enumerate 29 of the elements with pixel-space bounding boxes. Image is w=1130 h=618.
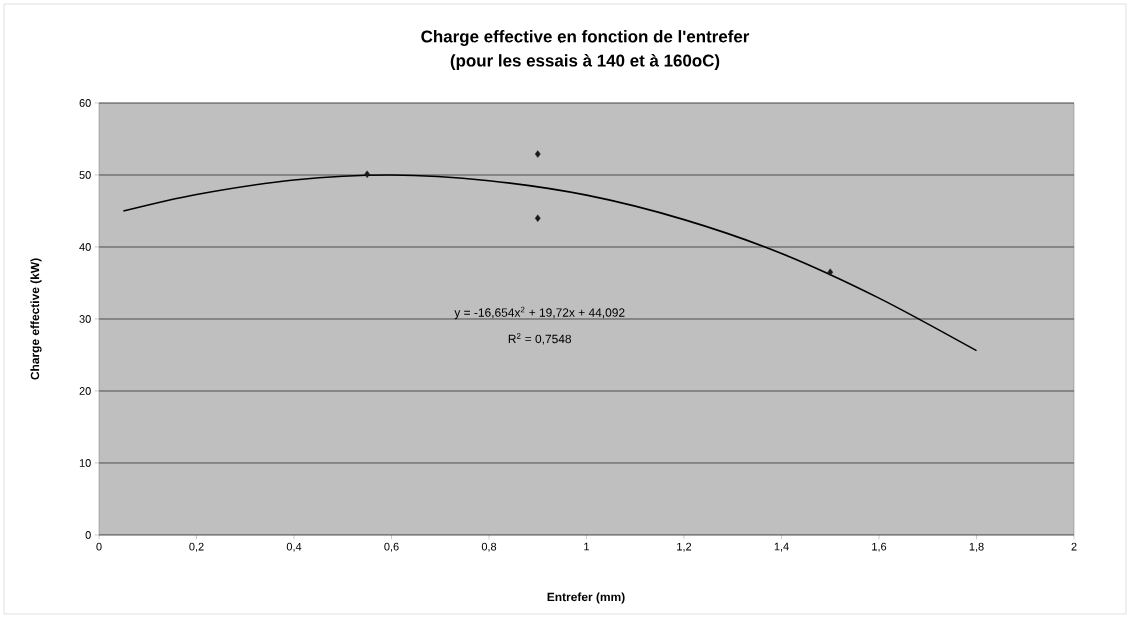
point [534, 214, 541, 222]
y-tick-label: 30 [79, 315, 91, 323]
point [534, 150, 541, 158]
y-tick-label: 40 [79, 243, 91, 251]
x-tick-label: 1,6 [872, 542, 887, 552]
chart-title: Charge effective en fonction de l'entrefer [421, 30, 750, 46]
annotation: y = -16,654x$^{2}$ + 19,72x + 44,092 [454, 306, 625, 320]
x-tick-label: 1,4 [774, 542, 789, 552]
line-series [122, 174, 978, 352]
y-tick-label: 60 [79, 99, 91, 107]
x-axis-title: Entrefer (mm) [547, 592, 625, 604]
x-tick-label: 1 [584, 542, 590, 551]
y-axis-title: Charge effective (kW) [30, 258, 42, 380]
x-tick-label: 0,6 [384, 542, 399, 552]
point [364, 170, 370, 178]
x-tick-label: 2 [1071, 542, 1077, 551]
x-tick-label: 0,2 [189, 542, 204, 552]
chart-subtitle: (pour les essais à 140 et à 160oC) [450, 54, 720, 70]
x-tick-label: 0,8 [481, 542, 497, 552]
y-tick-label: 50 [79, 171, 91, 179]
point [827, 268, 834, 276]
y-tick-label: 20 [79, 387, 91, 395]
x-tick-label: 0 [96, 542, 102, 551]
y-tick-label: 10 [79, 459, 91, 467]
annotation: R$^{2}$ = 0,7548 [508, 333, 572, 345]
x-tick-label: 1,8 [969, 542, 984, 552]
x-tick-label: 1,2 [677, 542, 692, 552]
y-tick-label: 0 [85, 531, 91, 539]
x-tick-label: 0,4 [286, 542, 302, 552]
